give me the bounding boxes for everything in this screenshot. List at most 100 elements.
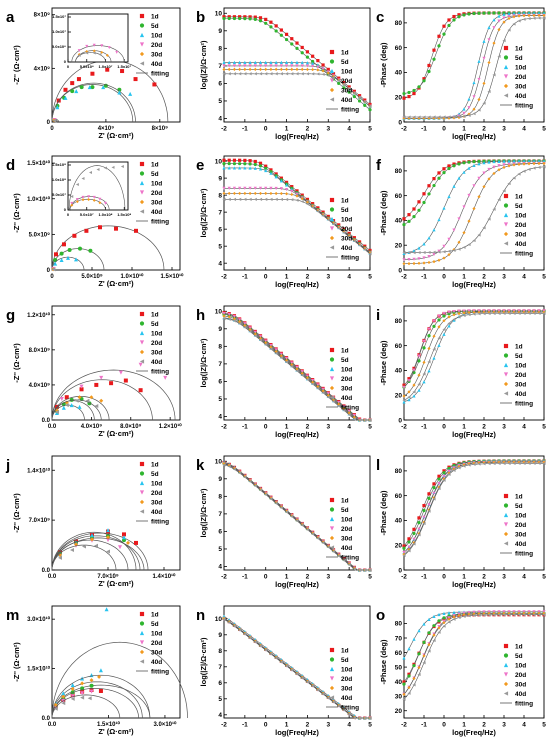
panel-d-point-1d [84, 228, 89, 233]
panel-i-point-40d [482, 312, 486, 316]
panel-k-legend-label-40d: 40d [341, 545, 352, 552]
panel-j-legend-marker-5d [139, 471, 145, 476]
panel-f-point-5d [452, 164, 456, 168]
panel-b-point-5d [227, 16, 231, 21]
panel-i-legend-marker-40d [503, 391, 509, 396]
panel-k-x-tick-label: 2 [306, 574, 310, 581]
panel-f-point-10d [452, 184, 456, 188]
panel-c-point-20d [477, 77, 481, 82]
panel-b-point-40d [227, 72, 231, 76]
panel-h-point-30d [342, 407, 346, 411]
panel-a-inset-point-20d [92, 43, 96, 47]
panel-k-point-40d [326, 545, 330, 549]
panel-f-point-20d [497, 164, 501, 168]
panel-d-point-5d [78, 246, 82, 251]
panel-f-point-40d [447, 249, 451, 253]
panel-e-point-40d [363, 247, 367, 252]
panel-k-point-40d [305, 528, 310, 532]
panel-l-x-tick-label: 1 [462, 574, 466, 581]
panel-b-point-5d [363, 103, 367, 107]
panel-o-x-tick-label: 2 [482, 722, 486, 729]
panel-k: -2 -1 0 1 2 3 4 5 4 5 6 7 8 9 10 log(Freq/Hz) log(|Z|/Ω·… [196, 455, 372, 589]
panel-d-x-tick-label: 0 [50, 274, 54, 280]
panel-j-legend-marker-1d [139, 461, 145, 467]
panel-l-point-1d [442, 469, 446, 473]
panel-a-legend-marker-5d [139, 23, 145, 28]
panel-b-legend-label-5d: 5d [341, 59, 349, 66]
panel-e-point-1d [305, 197, 310, 201]
panel-g-x-axis-label: Z' (Ω·cm²) [98, 429, 134, 438]
panel-e-point-30d [279, 191, 283, 196]
panel-f-point-5d [432, 183, 436, 188]
panel-h-point-30d [232, 317, 237, 321]
panel-e-legend-marker-1d [329, 197, 335, 203]
panel-c-point-20d [492, 26, 496, 30]
panel-f-point-20d [502, 163, 506, 167]
panel-b-legend-marker-1d [329, 49, 335, 55]
panel-m-point-20d [89, 689, 94, 694]
panel-i-point-1d [402, 383, 406, 387]
panel-a-point-10d [87, 85, 92, 90]
panel-e-y-axis-label: log(|Z|/Ω·cm²) [199, 188, 208, 237]
panel-d-inset-point-40d [70, 195, 74, 198]
panel-o-point-5d [417, 652, 421, 656]
panel-a-inset-point-40d [77, 53, 81, 57]
panel-b: -2 -1 0 1 2 3 4 5 4 5 6 7 8 9 10 log(Freq/Hz) log(|Z|/Ω·… [196, 7, 372, 141]
panel-k-point-40d [368, 568, 372, 572]
panel-b-point-40d [337, 79, 341, 83]
panel-l-point-1d [402, 544, 406, 548]
panel-m-point-5d [89, 683, 94, 688]
panel-e-point-10d [264, 168, 268, 173]
panel-m-fit-line-20d [51, 688, 139, 719]
panel-l-legend-label-1d: 1d [515, 494, 523, 501]
panel-e-point-10d [232, 166, 237, 170]
panel-n-y-tick-label: 9 [218, 632, 222, 639]
panel-i-point-40d [442, 327, 446, 332]
panel-k-x-tick-label: 1 [285, 574, 289, 581]
panel-b-point-5d [279, 33, 283, 37]
panel-e-x-tick-label: 1 [285, 274, 289, 281]
panel-k-point-30d [337, 553, 341, 557]
panel-e-point-1d [258, 161, 263, 165]
panel-m-point-10d [61, 691, 66, 696]
panel-o-x-tick-label: -2 [401, 722, 407, 729]
panel-h-x-tick-label: 1 [285, 424, 289, 431]
panel-i-point-20d [427, 327, 431, 331]
panel-l-point-40d [542, 461, 546, 466]
panel-f-point-20d [422, 256, 426, 260]
panel-g-point-40d [85, 398, 90, 403]
panel-d: 0 5.0×10⁹ 1.0×10¹⁰ 1.5×10¹⁰ 0 5.0×10⁹ 1.0×10¹⁰… [6, 155, 184, 288]
panel-e-legend-marker-20d [329, 226, 335, 231]
panel-o-point-40d [537, 613, 541, 617]
panel-f-point-10d [532, 159, 536, 163]
panel-o-point-40d [422, 661, 426, 665]
panel-o-point-40d [497, 613, 501, 617]
panel-i-point-10d [412, 394, 416, 398]
panel-c-point-5d [452, 18, 456, 22]
panel-e-point-20d [243, 186, 247, 190]
panel-h-legend-marker-10d [329, 366, 335, 372]
panel-l-point-40d [442, 478, 446, 482]
panel-o-point-30d [517, 611, 521, 615]
panel-i-point-40d [467, 313, 471, 317]
panel-m-legend-marker-30d [139, 649, 145, 655]
panel-l-y-tick-label: 20 [395, 542, 403, 549]
panel-l-x-tick-label: 4 [522, 574, 526, 581]
panel-c-point-1d [457, 13, 461, 17]
panel-l-x-tick-label: -2 [401, 574, 407, 581]
panel-f-point-10d [487, 160, 491, 164]
panel-a-inset-point-20d [100, 44, 104, 48]
panel-b-point-1d [295, 41, 299, 45]
panel-f-legend-marker-20d [503, 222, 509, 227]
panel-b-y-tick-label: 5 [218, 98, 222, 105]
panel-c-point-40d [447, 115, 451, 119]
panel-d-inset-point-30d [81, 198, 85, 202]
panel-e-legend-label-20d: 20d [341, 226, 352, 233]
panel-l-point-5d [437, 477, 441, 481]
panel-d-inset-y-tick-label: 0 [64, 207, 67, 212]
panel-h-legend-label-5d: 5d [341, 357, 349, 364]
panel-n-legend-label-20d: 20d [341, 676, 352, 683]
panel-f-y-axis-label: -Phase (deg) [379, 190, 388, 236]
panel-e-point-5d [227, 162, 231, 166]
panel-j: 0.0 7.0×10⁹ 1.4×10¹⁰ 0.0 7.0×10⁹ 1.4×10¹⁰ Z' (… [5, 455, 181, 588]
